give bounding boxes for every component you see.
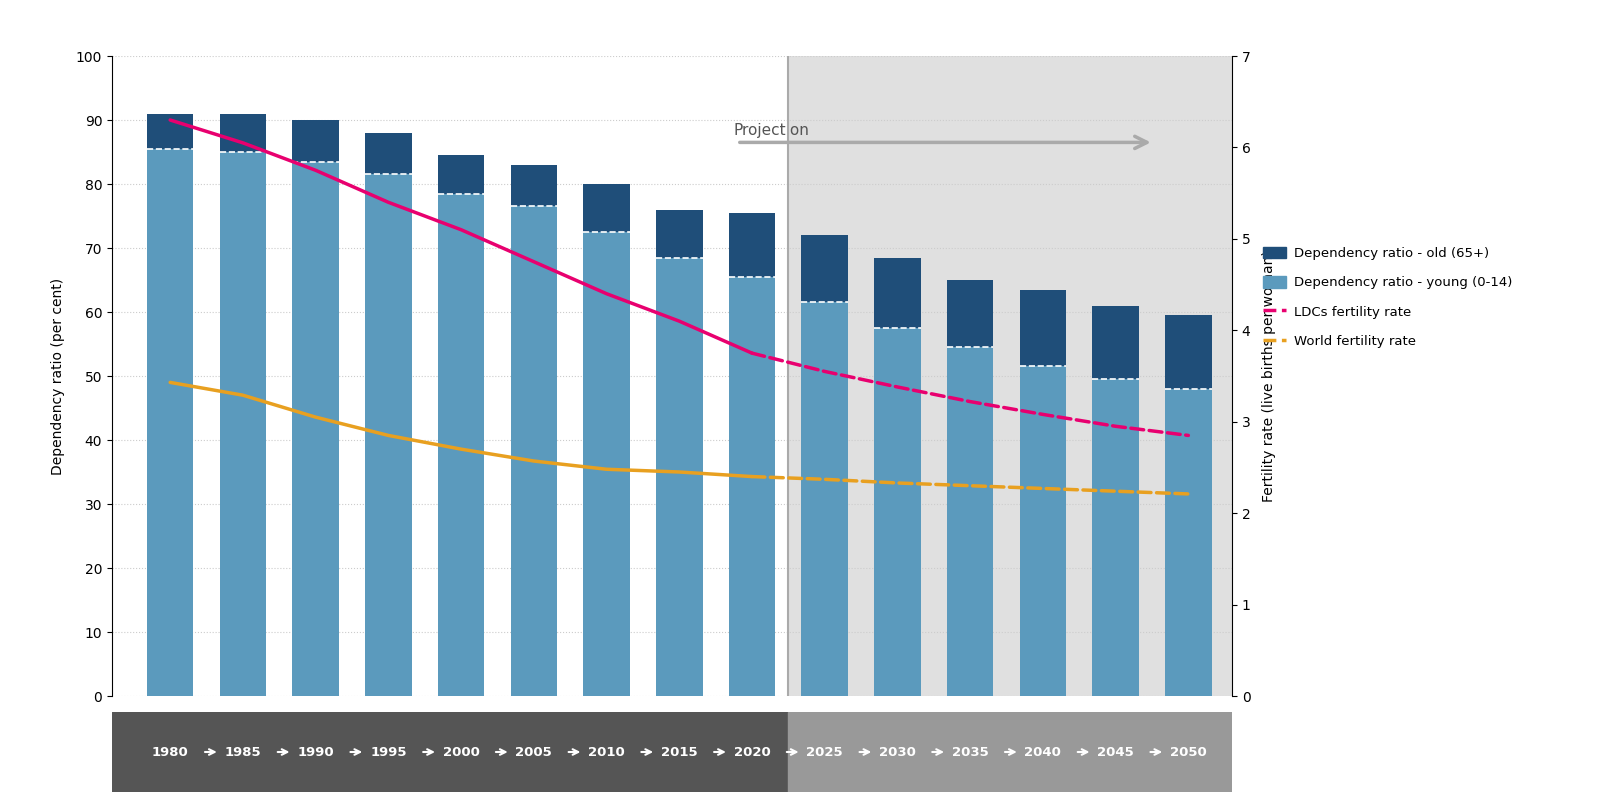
Bar [365, 133, 411, 174]
Text: 2000: 2000 [443, 746, 480, 758]
Bar [802, 235, 848, 302]
FancyBboxPatch shape [789, 712, 1232, 792]
Text: 2020: 2020 [734, 746, 770, 758]
Text: 2025: 2025 [806, 746, 843, 758]
Bar [584, 184, 630, 232]
Bar [874, 328, 920, 696]
Text: 2045: 2045 [1098, 746, 1134, 758]
Bar [584, 232, 630, 696]
Text: 1985: 1985 [224, 746, 261, 758]
Y-axis label: Fertility rate (live births per woman): Fertility rate (live births per woman) [1262, 250, 1275, 502]
Bar [1165, 315, 1211, 389]
Bar [438, 194, 485, 696]
Bar [510, 206, 557, 696]
Bar [947, 280, 994, 347]
Bar [438, 155, 485, 194]
Text: 2030: 2030 [878, 746, 915, 758]
Bar [1019, 290, 1066, 366]
Bar [789, 56, 1261, 696]
Bar [1093, 379, 1139, 696]
Text: Projection: Projection [733, 123, 810, 138]
Text: 1995: 1995 [370, 746, 406, 758]
Bar [510, 165, 557, 206]
Bar [293, 162, 339, 696]
Text: 2005: 2005 [515, 746, 552, 758]
Text: 2050: 2050 [1170, 746, 1206, 758]
Bar [1093, 306, 1139, 379]
Bar [947, 347, 994, 696]
Bar [656, 258, 702, 696]
Text: 2010: 2010 [589, 746, 626, 758]
Text: 2015: 2015 [661, 746, 698, 758]
FancyBboxPatch shape [112, 712, 789, 792]
Bar [219, 152, 266, 696]
Bar [728, 277, 776, 696]
Bar [365, 174, 411, 696]
Bar [656, 210, 702, 258]
Bar [293, 120, 339, 162]
Text: 1990: 1990 [298, 746, 334, 758]
Text: 2035: 2035 [952, 746, 989, 758]
Bar [728, 213, 776, 277]
Bar [147, 114, 194, 149]
Bar [802, 302, 848, 696]
Y-axis label: Dependency ratio (per cent): Dependency ratio (per cent) [51, 278, 64, 474]
Bar [1019, 366, 1066, 696]
Text: 2040: 2040 [1024, 746, 1061, 758]
Text: 1980: 1980 [152, 746, 189, 758]
Bar [874, 258, 920, 328]
Bar [1165, 389, 1211, 696]
Legend: Dependency ratio - old (65+), Dependency ratio - young (0-14), LDCs fertility ra: Dependency ratio - old (65+), Dependency… [1262, 246, 1512, 348]
Bar [147, 149, 194, 696]
Bar [219, 114, 266, 152]
